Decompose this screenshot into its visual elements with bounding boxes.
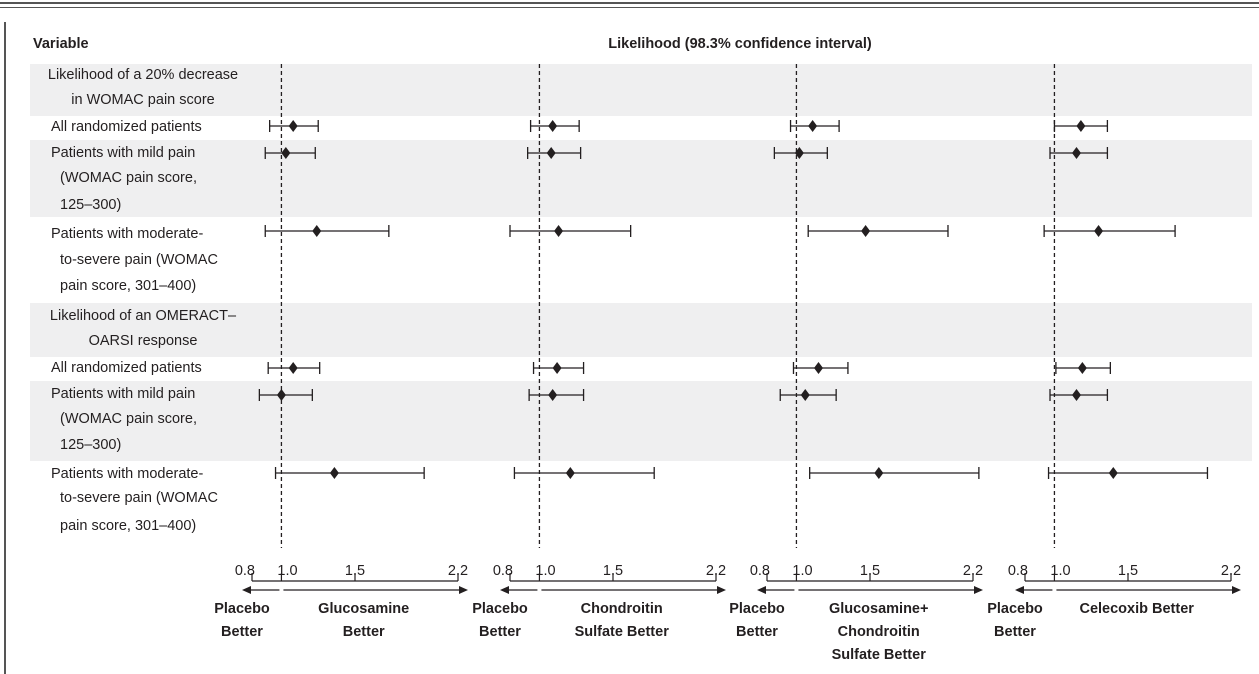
frame-top-rule [0, 2, 1259, 4]
variable-header: Variable [33, 36, 89, 52]
row-label: Patients with moderate- [51, 466, 203, 482]
row-label: to-severe pain (WOMAC [60, 252, 218, 268]
left-direction-label: Placebo [987, 601, 1043, 617]
tick-label: 1.0 [1050, 563, 1070, 579]
right-direction-label: Glucosamine+ [829, 601, 929, 617]
right-direction-label: Glucosamine [318, 601, 409, 617]
right-direction-label: Sulfate Better [832, 647, 927, 663]
left-direction-label: Placebo [472, 601, 528, 617]
frame-top-rule-thin [0, 7, 1259, 8]
right-arrow-head [459, 586, 468, 594]
axes: 0.8 1.0 1.5 2.2 Placebo Better Glucosamine Bett… [214, 563, 1241, 663]
row-label: pain score, 301–400) [60, 518, 196, 534]
tick-label: 2.2 [706, 563, 726, 579]
row-band [30, 303, 1252, 357]
point-estimate [861, 225, 871, 237]
tick-label: 0.8 [750, 563, 770, 579]
right-arrow-head [974, 586, 983, 594]
point-estimate [552, 362, 562, 374]
point-estimate [1076, 120, 1086, 132]
point-estimate [548, 120, 558, 132]
left-direction-label: Placebo [729, 601, 785, 617]
tick-label: 1.0 [277, 563, 297, 579]
interval-marks [258, 120, 1209, 479]
right-direction-label: Chondroitin [838, 624, 920, 640]
tick-label: 1.0 [535, 563, 555, 579]
row-band [30, 64, 1252, 116]
row-label: 125–300) [60, 437, 121, 453]
row-band [30, 140, 1252, 217]
point-estimate [312, 225, 322, 237]
section-header-label: OARSI response [89, 333, 198, 349]
left-direction-label: Better [736, 624, 778, 640]
point-estimate [1077, 362, 1087, 374]
row-label: Patients with moderate- [51, 226, 203, 242]
point-estimate [1108, 467, 1118, 479]
point-estimate [546, 147, 556, 159]
point-estimate [288, 362, 298, 374]
tick-label: 2.2 [963, 563, 983, 579]
point-estimate [329, 467, 339, 479]
left-direction-label: Better [479, 624, 521, 640]
tick-label: 1.5 [860, 563, 880, 579]
point-estimate [565, 467, 575, 479]
point-estimate [288, 120, 298, 132]
point-estimate [814, 362, 823, 374]
tick-label: 1.5 [1118, 563, 1138, 579]
tick-label: 0.8 [493, 563, 513, 579]
right-direction-label: Celecoxib Better [1079, 601, 1194, 617]
tick-label: 2.2 [1221, 563, 1241, 579]
left-direction-label: Better [994, 624, 1036, 640]
likelihood-header: Likelihood (98.3% confidence interval) [608, 36, 872, 52]
left-arrow-head [1015, 586, 1024, 594]
point-estimate [1072, 147, 1081, 159]
point-estimate [554, 225, 564, 237]
row-label: 125–300) [60, 197, 121, 213]
right-direction-label: Sulfate Better [575, 624, 670, 640]
point-estimate [794, 147, 804, 159]
row-label: Patients with mild pain [51, 386, 195, 402]
row-label: All randomized patients [51, 360, 202, 376]
point-estimate [1072, 389, 1081, 401]
row-label: All randomized patients [51, 119, 202, 135]
section-header-label: Likelihood of an OMERACT– [50, 308, 237, 324]
right-arrow-head [1232, 586, 1241, 594]
reference-lines [280, 64, 1056, 548]
section-header-label: in WOMAC pain score [71, 92, 214, 108]
row-labels: Variable Likelihood (98.3% confidence in… [33, 36, 872, 534]
left-arrow-head [500, 586, 509, 594]
section-header-label: Likelihood of a 20% decrease [48, 67, 238, 83]
point-estimate [276, 389, 286, 401]
point-estimate [548, 389, 558, 401]
left-direction-label: Placebo [214, 601, 270, 617]
tick-label: 1.5 [345, 563, 365, 579]
row-label: (WOMAC pain score, [60, 170, 197, 186]
tick-label: 0.8 [235, 563, 255, 579]
point-estimate [1094, 225, 1104, 237]
row-band [30, 381, 1252, 461]
tick-label: 1.5 [603, 563, 623, 579]
row-label: pain score, 301–400) [60, 278, 196, 294]
right-arrow-head [717, 586, 726, 594]
row-label: Patients with mild pain [51, 145, 195, 161]
point-estimate [800, 389, 810, 401]
point-estimate [874, 467, 884, 479]
row-bands [30, 64, 1252, 461]
point-estimate [808, 120, 818, 132]
tick-label: 1.0 [792, 563, 812, 579]
tick-label: 0.8 [1008, 563, 1028, 579]
row-label: to-severe pain (WOMAC [60, 490, 218, 506]
tick-label: 2.2 [448, 563, 468, 579]
left-direction-label: Better [221, 624, 263, 640]
right-direction-label: Chondroitin [581, 601, 663, 617]
frame-left-rule [4, 22, 6, 674]
right-direction-label: Better [343, 624, 385, 640]
point-estimate [281, 147, 291, 159]
row-label: (WOMAC pain score, [60, 411, 197, 427]
left-arrow-head [242, 586, 251, 594]
left-arrow-head [757, 586, 766, 594]
